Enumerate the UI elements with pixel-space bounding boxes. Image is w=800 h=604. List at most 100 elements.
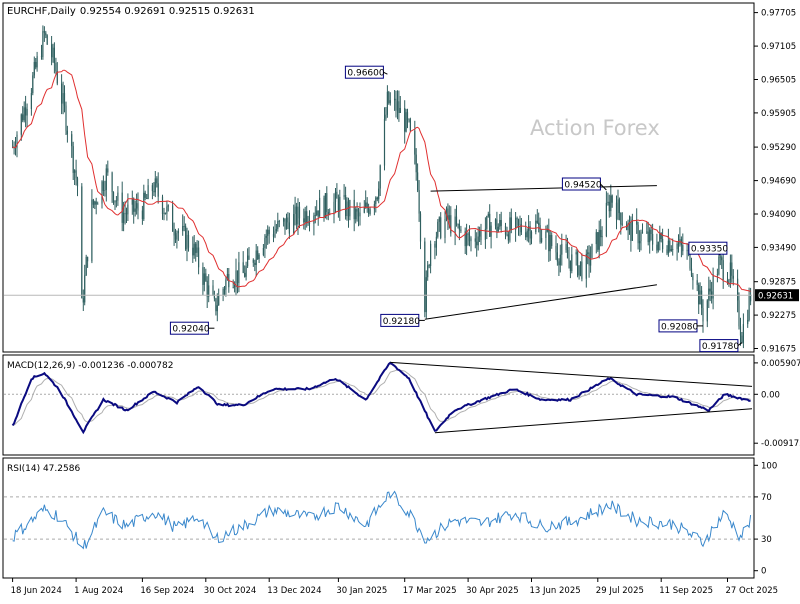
candle-body	[97, 203, 99, 205]
macd-tick-label: -0.009175	[761, 439, 800, 449]
candle-body	[637, 224, 639, 244]
candle-body	[232, 287, 234, 288]
candle-body	[517, 219, 520, 225]
candle-body	[81, 186, 83, 299]
time-tick-label: 30 Oct 2024	[204, 586, 257, 596]
candle-body	[701, 290, 703, 308]
candle-body	[590, 258, 592, 266]
candle-body	[222, 289, 224, 296]
price-tick-label: 0.93490	[761, 243, 796, 253]
candle-body	[195, 243, 197, 253]
candle-body	[296, 206, 298, 225]
candle-body	[617, 199, 619, 220]
candle-body	[595, 232, 597, 245]
candle-body	[363, 207, 365, 213]
candle-body	[213, 294, 215, 299]
candle-body	[268, 229, 270, 235]
candle-body	[467, 233, 469, 236]
candle-body	[223, 289, 226, 290]
price-tick-label: 0.97105	[761, 42, 796, 52]
candle-body	[174, 235, 177, 240]
candle-body	[359, 212, 361, 217]
macd-pane-frame	[2, 354, 755, 456]
candle-body	[565, 244, 567, 250]
price-tick-label: 0.92275	[761, 311, 796, 321]
candle-body	[156, 178, 158, 184]
candle-body	[516, 217, 518, 220]
candle-body	[605, 202, 607, 237]
candle-body	[424, 241, 426, 313]
candle-body	[95, 201, 97, 205]
candle-body	[494, 219, 497, 226]
candle-body	[327, 212, 329, 215]
candle-body	[288, 222, 290, 234]
candle-body	[208, 285, 210, 297]
candle-body	[526, 230, 528, 238]
macd-trendline	[390, 361, 753, 387]
candle-body	[486, 216, 488, 229]
axes: 0.97705 0.97105 0.96505 0.95905 0.95290 0.946…	[11, 9, 800, 596]
rsi-series	[4, 490, 752, 550]
candle-body	[146, 197, 148, 199]
candle-body	[62, 93, 64, 104]
candle-body	[313, 215, 315, 224]
candle-body	[125, 213, 128, 215]
candle-body	[52, 47, 54, 58]
candle-body	[601, 236, 603, 238]
candle-body	[123, 213, 125, 223]
candle-body	[497, 226, 499, 232]
candle-body	[520, 224, 522, 233]
candle-body	[546, 229, 548, 232]
candle-body	[198, 247, 200, 268]
candle-body	[716, 274, 718, 276]
candle-body	[477, 236, 479, 246]
time-tick-label: 16 Sep 2024	[140, 586, 194, 596]
candle-body	[718, 256, 720, 275]
candle-body	[545, 231, 547, 238]
candle-body	[500, 220, 502, 226]
candle-body	[581, 261, 583, 279]
candle-body	[141, 210, 143, 220]
candle-body	[541, 238, 543, 242]
candle-body	[287, 217, 289, 223]
price-tick-label: 0.96505	[761, 76, 796, 86]
candle-body	[530, 232, 533, 239]
candle-body	[355, 209, 357, 220]
candle-body	[708, 288, 710, 301]
candle-body	[277, 221, 279, 230]
candle-body	[75, 170, 77, 179]
annotation-box	[380, 313, 420, 327]
candle-body	[339, 196, 341, 212]
candle-body	[298, 206, 301, 219]
price-annotations: 0.96600 0.92040 0.92180 0.94520 0.93350 0.920…	[4, 65, 752, 353]
candle-body	[666, 249, 668, 254]
candle-body	[121, 192, 123, 223]
candle-body	[525, 232, 527, 238]
candle-body	[641, 232, 644, 234]
candle-body	[187, 234, 190, 248]
candle-body	[225, 279, 227, 290]
candle-body	[105, 168, 107, 190]
candle-body	[670, 249, 672, 252]
candle-body	[450, 215, 452, 234]
candle-body	[353, 199, 355, 220]
candle-body	[87, 256, 89, 262]
candle-body	[85, 256, 87, 276]
candle-body	[74, 170, 76, 173]
candle-body	[306, 211, 308, 223]
candle-body	[731, 262, 733, 276]
candle-body	[405, 112, 407, 132]
candle-body	[689, 249, 691, 269]
candle-body	[111, 172, 113, 193]
candle-body	[203, 273, 205, 285]
candle-body	[379, 165, 381, 189]
candle-body	[438, 217, 440, 222]
candle-body	[20, 114, 22, 135]
candle-body	[133, 198, 135, 212]
candle-body	[294, 206, 296, 214]
candle-body	[378, 188, 380, 200]
candle-body	[215, 298, 217, 312]
candle-body	[336, 191, 338, 199]
candle-body	[303, 218, 305, 223]
candle-body	[329, 214, 331, 216]
